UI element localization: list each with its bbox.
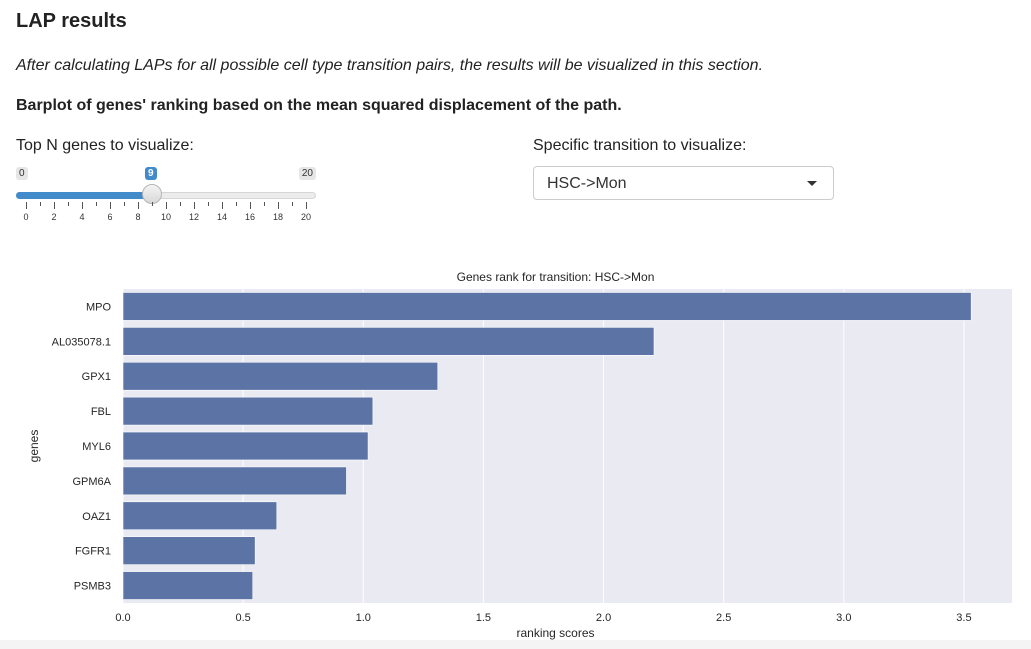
slider-tick-label: 4 — [79, 212, 85, 222]
y-axis-label: genes — [27, 430, 41, 463]
slider-tick — [194, 202, 195, 209]
y-tick-label: FGFR1 — [75, 546, 111, 558]
slider-tick — [222, 202, 223, 209]
slider-tick-label: 2 — [51, 212, 57, 222]
slider-tick — [152, 202, 153, 206]
slider-value-label: 9 — [145, 167, 157, 180]
transition-label: Specific transition to visualize: — [533, 137, 747, 154]
bar-fgfr1 — [122, 536, 256, 565]
slider-tick — [250, 202, 251, 209]
chevron-down-icon[interactable] — [807, 181, 817, 186]
bar-fbl — [122, 396, 374, 426]
slider-tick — [306, 202, 307, 209]
slider-tick — [82, 202, 83, 209]
bar-al035078-1 — [122, 327, 655, 356]
bar-myl6 — [122, 431, 369, 461]
x-tick-label: 1.0 — [356, 612, 371, 624]
slider-tick — [180, 202, 181, 206]
slider-tick — [40, 202, 41, 206]
slider-tick-label: 12 — [188, 212, 200, 222]
y-tick-label: FBL — [91, 406, 111, 418]
slider-tick — [138, 202, 139, 209]
slider-tick — [208, 202, 209, 206]
y-tick-label: PSMB3 — [74, 581, 111, 593]
slider-tick-label: 6 — [107, 212, 113, 222]
x-tick-label: 3.5 — [956, 612, 971, 624]
x-tick-label: 1.5 — [476, 612, 491, 624]
bar-gpm6a — [122, 466, 347, 496]
slider-tick-label: 20 — [300, 212, 312, 222]
x-tick-label: 0.5 — [235, 612, 250, 624]
slider-tick-label: 0 — [23, 212, 29, 222]
slider-tick-label: 18 — [272, 212, 284, 222]
slider-handle[interactable] — [142, 184, 162, 204]
top-n-label: Top N genes to visualize: — [16, 137, 194, 154]
slider-tick — [54, 202, 55, 209]
x-tick-label: 3.0 — [836, 612, 851, 624]
transition-selected-value: HSC->Mon — [547, 175, 627, 192]
slider-tick-label: 8 — [135, 212, 141, 222]
y-tick-label: OAZ1 — [82, 511, 111, 523]
bar-oaz1 — [122, 501, 278, 531]
x-tick-label: 2.0 — [596, 612, 611, 624]
slider-tick — [26, 202, 27, 209]
page-title: LAP results — [16, 10, 127, 32]
y-tick-label: GPX1 — [82, 371, 111, 383]
slider-tick — [68, 202, 69, 206]
slider-fill — [16, 192, 152, 199]
top-n-slider[interactable]: 0 20 9 0 2 4 6 8 10 12 14 16 18 20 — [16, 164, 316, 226]
slider-max-label: 20 — [298, 167, 316, 180]
x-tick-label: 2.5 — [716, 612, 731, 624]
y-tick-label: GPM6A — [72, 476, 111, 488]
transition-select[interactable]: HSC->Mon — [533, 166, 834, 200]
slider-tick-label: 14 — [216, 212, 228, 222]
x-tick-label: 0.0 — [115, 612, 130, 624]
slider-tick — [264, 202, 265, 206]
slider-tick — [278, 202, 279, 209]
bar-gpx1 — [122, 361, 439, 391]
intro-text: After calculating LAPs for all possible … — [16, 57, 764, 74]
section-title: Barplot of genes' ranking based on the m… — [16, 97, 622, 114]
bar-mpo — [122, 292, 972, 321]
chart-title: Genes rank for transition: HSC->Mon — [457, 270, 655, 284]
y-tick-label: AL035078.1 — [52, 336, 111, 348]
y-tick-label: MPO — [86, 301, 112, 313]
bar-psmb3 — [122, 571, 254, 600]
slider-min-label: 0 — [16, 167, 28, 180]
slider-tick — [166, 202, 167, 209]
slider-tick-label: 16 — [244, 212, 256, 222]
genes-rank-barplot: MPO AL035078.1 GPX1 FBL MYL6 GPM6A OAZ1 FGFR1 PS… — [27, 270, 1012, 640]
y-tick-label: MYL6 — [82, 441, 111, 453]
slider-tick — [110, 202, 111, 209]
slider-tick — [96, 202, 97, 206]
slider-tick — [292, 202, 293, 206]
slider-tick-label: 10 — [160, 212, 172, 222]
x-axis-label: ranking scores — [516, 626, 594, 640]
slider-tick — [124, 202, 125, 206]
page-footer — [0, 640, 1031, 649]
slider-tick — [236, 202, 237, 206]
